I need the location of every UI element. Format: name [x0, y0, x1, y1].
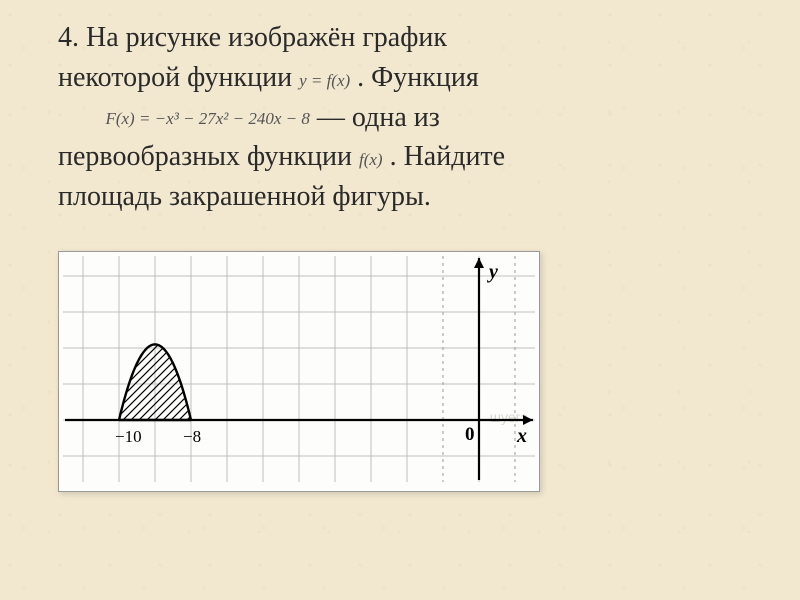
y-axis-label: y: [487, 261, 498, 283]
text-frag: первообразных функции: [58, 141, 359, 172]
text-frag: площадь закрашенной фигуры.: [58, 181, 431, 212]
formula-yfx: y = f(x): [299, 71, 350, 90]
origin-label: 0: [465, 424, 475, 445]
text-frag: некоторой функции: [58, 62, 299, 93]
formula-fx: f(x): [359, 150, 383, 169]
slide-content: 4. На рисунке изображён график некоторой…: [0, 0, 800, 512]
xtick-left: −10: [115, 427, 142, 446]
text-frag: — одна из: [317, 102, 440, 133]
problem-text: 4. На рисунке изображён график некоторой…: [58, 18, 760, 217]
formula-Fx: F(x) = −x³ − 27x² − 240x − 8: [105, 109, 309, 128]
xtick-right: −8: [183, 427, 201, 446]
watermark: шуегэ: [490, 409, 528, 425]
text-frag: . Функция: [357, 62, 479, 93]
chart-container: шуегэ −10 −8 0 y x: [58, 251, 540, 492]
text-frag: На рисунке изображён график: [86, 22, 447, 53]
x-axis-label: x: [516, 425, 527, 447]
function-chart: шуегэ −10 −8 0 y x: [59, 252, 539, 486]
problem-number: 4.: [58, 22, 79, 53]
text-frag: . Найдите: [390, 141, 506, 172]
